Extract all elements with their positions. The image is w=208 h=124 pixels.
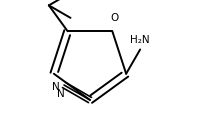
Text: H₂N: H₂N bbox=[130, 35, 150, 46]
Text: O: O bbox=[110, 13, 119, 23]
Text: N: N bbox=[52, 82, 60, 92]
Text: N: N bbox=[57, 89, 65, 99]
